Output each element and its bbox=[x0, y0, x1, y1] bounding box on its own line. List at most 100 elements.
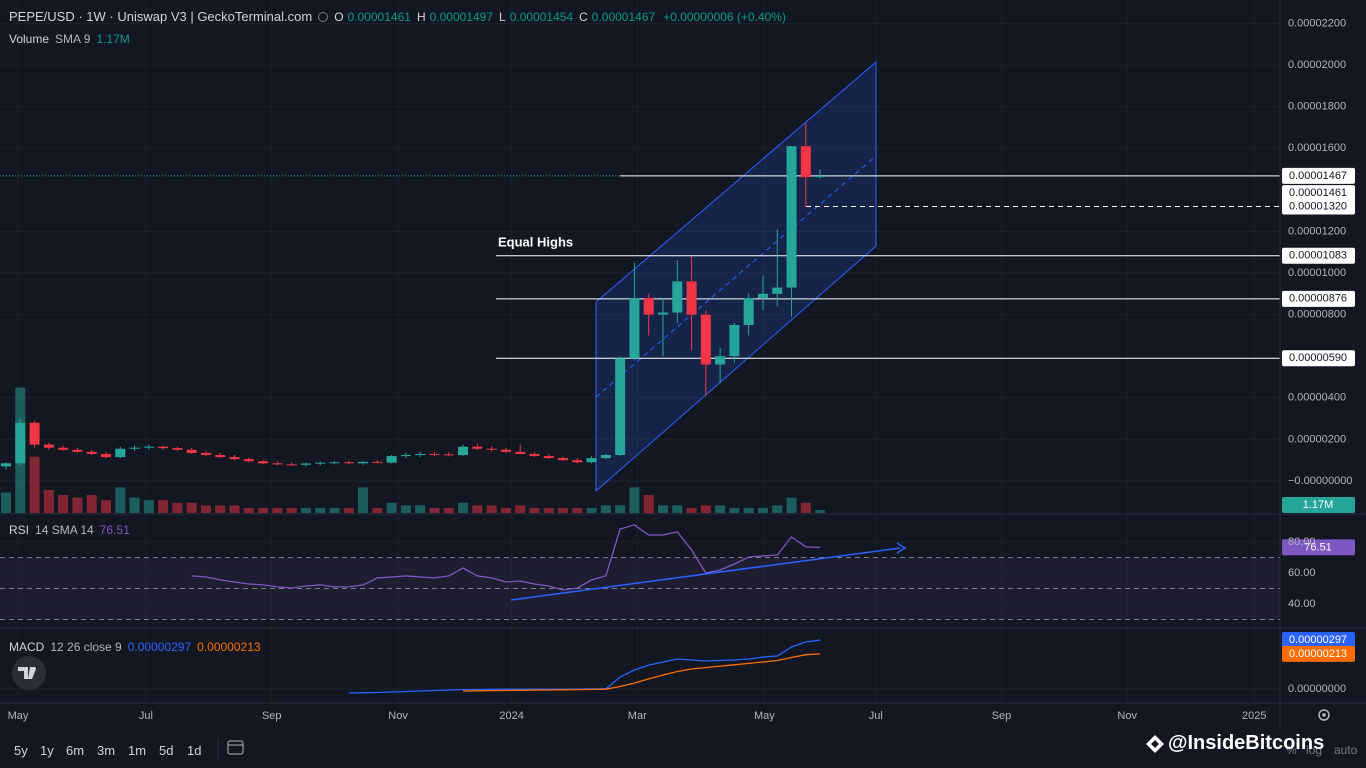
y-tick-label: 0.00000200 bbox=[1288, 433, 1346, 445]
volume-bar bbox=[172, 502, 183, 513]
macd-header: MACD 12 26 close 9 0.00000297 0.00000213 bbox=[9, 640, 261, 654]
ohlc-key: O bbox=[334, 9, 344, 24]
x-tick-label: 2025 bbox=[1242, 710, 1266, 722]
volume-bar bbox=[229, 505, 240, 513]
candle-body bbox=[458, 446, 469, 455]
y-tick-label: 0.00001600 bbox=[1288, 142, 1346, 154]
volume-bar bbox=[300, 507, 311, 513]
volume-bar bbox=[115, 487, 126, 513]
candle-body bbox=[615, 358, 626, 455]
range-button[interactable]: 3m bbox=[97, 743, 116, 758]
rsi-params: 14 SMA 14 bbox=[35, 523, 94, 537]
candle-body bbox=[772, 287, 783, 294]
last-value-label-box bbox=[1282, 645, 1355, 662]
x-tick-label: Nov bbox=[388, 710, 408, 722]
toolbar: 5y 1y 6m 3m 1m 5d 1d% log auto bbox=[0, 736, 1366, 768]
watermark: @InsideBitcoins bbox=[1168, 732, 1325, 754]
y-tick-label: 0.00001800 bbox=[1288, 101, 1346, 113]
volume-bar bbox=[715, 505, 726, 513]
macd-value: 0.00000297 bbox=[127, 640, 192, 654]
volume-bar bbox=[258, 507, 269, 513]
volume-bar bbox=[243, 507, 254, 513]
volume-bar bbox=[615, 505, 626, 513]
last-value-label-box bbox=[1282, 632, 1355, 649]
candle-body bbox=[315, 462, 326, 464]
candle-body bbox=[72, 449, 83, 452]
candle-body bbox=[43, 444, 54, 448]
y-tick-label: 0.00001200 bbox=[1288, 225, 1346, 237]
levels: 0.00001083 0.00000876 0.00000590 0.00001320… bbox=[0, 167, 1355, 662]
candle-body bbox=[100, 453, 111, 458]
volume-bar bbox=[529, 507, 540, 513]
volume-bar bbox=[657, 505, 668, 513]
candle-body bbox=[272, 463, 283, 465]
previous-price-label-box bbox=[1282, 185, 1355, 202]
volume-bar bbox=[86, 495, 97, 513]
candle-body bbox=[715, 356, 726, 365]
rsi-header: RSI 14 SMA 14 76.51 bbox=[9, 523, 130, 537]
ohlc-value: 0.00001497 bbox=[429, 9, 494, 24]
candle-body bbox=[515, 451, 526, 454]
candle-body bbox=[629, 297, 640, 359]
last-value-label-box bbox=[1282, 539, 1355, 556]
volume-name: Volume bbox=[9, 32, 50, 46]
x-tick-label: 2024 bbox=[499, 710, 523, 722]
candle-body bbox=[543, 456, 554, 459]
settings-icon[interactable] bbox=[1318, 709, 1330, 721]
level-label: 0.00001083 bbox=[1289, 250, 1347, 262]
volume-bar bbox=[186, 502, 197, 513]
volume-bar bbox=[400, 505, 411, 513]
range-button[interactable]: 6m bbox=[66, 743, 85, 758]
candle-body bbox=[115, 448, 126, 458]
annotation: Equal Highs bbox=[498, 234, 573, 249]
y-tick-label: −0.00000000 bbox=[1288, 475, 1353, 487]
previous-price-label: 0.00001461 bbox=[1289, 187, 1347, 199]
rsi-name: RSI bbox=[9, 523, 30, 537]
volume-bar bbox=[472, 505, 483, 513]
candle-body bbox=[743, 297, 754, 326]
volume-bar bbox=[558, 507, 569, 513]
scale-button[interactable]: % bbox=[1286, 743, 1297, 757]
watermark-logo bbox=[1146, 735, 1164, 753]
volume-bar bbox=[143, 500, 154, 513]
volume-bar bbox=[672, 505, 683, 513]
range-button[interactable]: 1d bbox=[187, 743, 202, 758]
x-tick-label: Sep bbox=[262, 710, 282, 722]
volume-bar bbox=[772, 505, 783, 513]
candle-body bbox=[729, 325, 740, 357]
candle-body bbox=[329, 462, 340, 464]
x-tick-label: Sep bbox=[992, 710, 1012, 722]
signal-value: 0.00000213 bbox=[197, 640, 261, 654]
y-tick-label: 60.00 bbox=[1288, 567, 1316, 579]
candle-body bbox=[58, 447, 69, 450]
candle-body bbox=[815, 175, 826, 178]
header: PEPE/USD · 1W · Uniswap V3 | GeckoTermin… bbox=[9, 9, 786, 24]
level-label-box bbox=[1282, 247, 1355, 264]
range-button[interactable]: 1m bbox=[128, 743, 147, 758]
marks: May Jul Sep Nov 2024 Mar May Jul Sep Nov 2025 −0.00… bbox=[0, 17, 1353, 722]
volume-bar bbox=[515, 505, 526, 513]
range-button[interactable]: 5d bbox=[159, 743, 174, 758]
candle-body bbox=[372, 461, 383, 463]
volume-bar bbox=[215, 505, 226, 513]
candle-body bbox=[29, 422, 40, 445]
candle-body bbox=[129, 447, 140, 449]
change: +0.00000006 (+0.40%) bbox=[663, 9, 786, 24]
scale-button[interactable]: log bbox=[1306, 743, 1323, 757]
y-tick-label: 0.00000800 bbox=[1288, 309, 1346, 321]
range-button[interactable]: 1y bbox=[40, 743, 54, 758]
candle-body bbox=[472, 446, 483, 449]
volume-bar bbox=[815, 510, 826, 513]
level-label-box bbox=[1282, 198, 1355, 215]
y-tick-label: 80.00 bbox=[1288, 536, 1316, 548]
candle-body bbox=[429, 453, 440, 455]
candle-body bbox=[657, 312, 668, 315]
volume-bar bbox=[329, 507, 340, 513]
scale-button[interactable]: auto bbox=[1334, 743, 1358, 757]
candle-body bbox=[229, 457, 240, 460]
range-button[interactable]: 5y bbox=[14, 743, 28, 758]
y-tick-label: 0.00002200 bbox=[1288, 17, 1346, 29]
calendar-icon[interactable] bbox=[227, 740, 244, 755]
